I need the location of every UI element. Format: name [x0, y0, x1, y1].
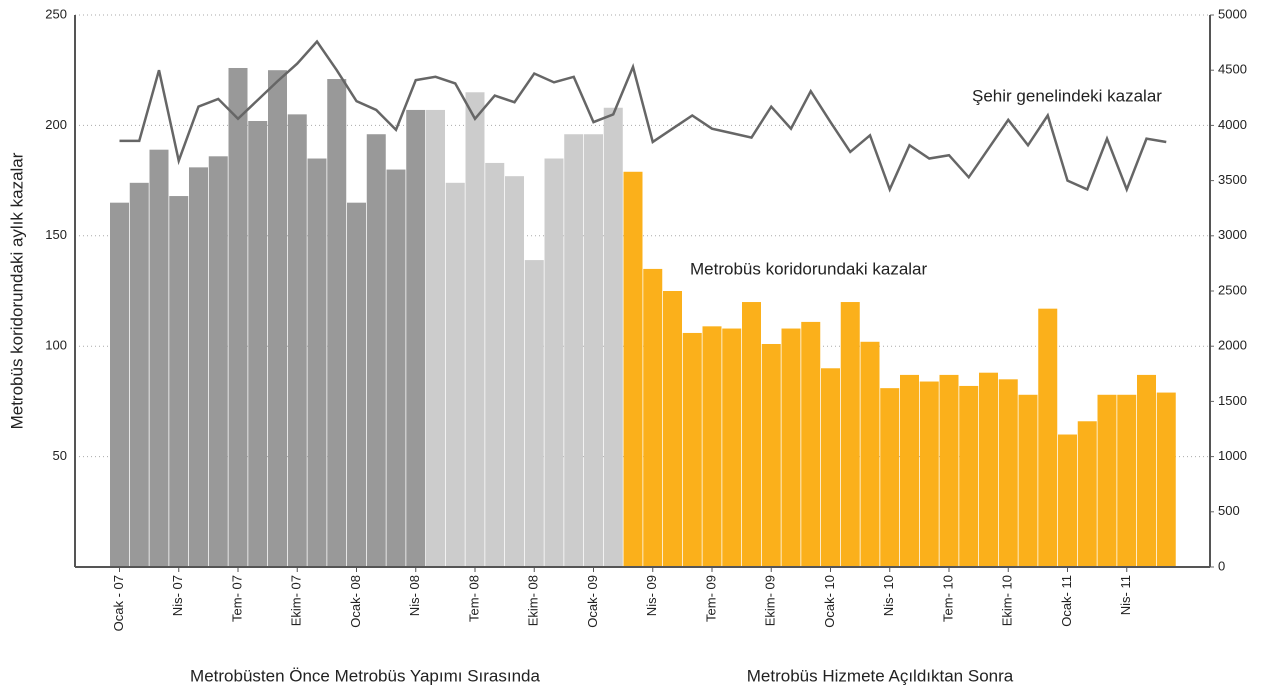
bar [110, 202, 129, 567]
bar [742, 302, 761, 567]
y-tick-label: 100 [45, 338, 67, 353]
x-tick-label: Nis- 10 [881, 575, 896, 616]
y2-tick-label: 3500 [1218, 172, 1247, 187]
bar [406, 109, 426, 567]
bar [248, 120, 268, 567]
bar [880, 388, 900, 567]
bar [643, 268, 663, 567]
bar [959, 385, 979, 567]
y-tick-label: 150 [45, 227, 67, 242]
bar [149, 149, 169, 568]
bar [1018, 394, 1038, 567]
y2-tick-label: 5000 [1218, 6, 1247, 21]
bar [702, 326, 722, 567]
bar [1058, 434, 1077, 567]
bar [426, 109, 445, 567]
bar [682, 332, 702, 567]
annotation: Şehir genelindeki kazalar [972, 86, 1162, 105]
y-tick-label: 50 [53, 448, 67, 463]
bar [603, 107, 623, 568]
y2-tick-label: 1000 [1218, 448, 1247, 463]
bar [129, 182, 149, 568]
bar [761, 343, 781, 567]
bar [979, 372, 998, 567]
x-tick-label: Ekim- 09 [763, 575, 778, 626]
bar [722, 328, 742, 567]
x-tick-label: Ekim- 07 [289, 575, 304, 626]
bar [307, 158, 327, 567]
bar [445, 182, 465, 568]
bar [1077, 421, 1097, 567]
x-tick-label: Ekim- 10 [1000, 575, 1015, 626]
y2-tick-label: 2500 [1218, 282, 1247, 297]
x-tick-label: Tem- 07 [229, 575, 244, 622]
annotation: Metrobüs koridorundaki kazalar [690, 259, 928, 278]
y-tick-label: 200 [45, 117, 67, 132]
bar [584, 134, 603, 567]
line [119, 39, 1167, 193]
bar [208, 156, 228, 567]
x-tick-label: Nis- 11 [1118, 575, 1133, 615]
bar [1156, 392, 1176, 567]
bar [781, 328, 801, 567]
bar [900, 374, 919, 567]
x-tick-label: Ocak- 10 [822, 575, 837, 628]
x-tick-label: Tem- 09 [703, 575, 718, 622]
bar [1097, 394, 1117, 567]
bar [505, 176, 524, 567]
bar [524, 260, 544, 567]
y-tick-label: 250 [45, 6, 67, 21]
x-tick-label: Ocak- 11 [1059, 575, 1074, 627]
bar [169, 196, 189, 567]
bar [485, 162, 505, 567]
y2-tick-label: 1500 [1218, 393, 1247, 408]
x-tick-label: Ocak- 08 [348, 575, 363, 628]
y2-tick-label: 500 [1218, 503, 1240, 518]
bar [1038, 308, 1058, 567]
y2-tick-label: 4000 [1218, 117, 1247, 132]
bar [939, 374, 959, 567]
section-label: Metrobüs Hizmete Açıldıktan Sonra [747, 666, 1014, 685]
bar [544, 158, 564, 567]
y2-tick-label: 2000 [1218, 338, 1247, 353]
bar [1117, 394, 1137, 567]
y2-tick-label: 4500 [1218, 62, 1247, 77]
bar [998, 379, 1018, 567]
x-tick-label: Nis- 07 [170, 575, 185, 616]
bar [623, 171, 643, 567]
x-tick-label: Nis- 09 [644, 575, 659, 616]
bar [860, 341, 880, 567]
section-label: Metrobüsten Önce Metrobüs Yapımı Sırasın… [190, 666, 540, 685]
x-tick-label: Ekim- 08 [526, 575, 541, 626]
bar [189, 167, 208, 568]
bar [1137, 374, 1156, 567]
bar [366, 134, 386, 567]
bar [821, 368, 840, 567]
bar [228, 67, 248, 567]
y2-tick-label: 0 [1218, 558, 1225, 573]
bar [268, 70, 287, 567]
x-tick-label: Nis- 08 [407, 575, 422, 616]
x-tick-label: Ocak- 09 [585, 575, 600, 628]
x-tick-label: Ocak - 07 [111, 575, 126, 631]
x-tick-label: Tem- 10 [940, 575, 955, 622]
y-axis-label: Metrobüs koridorundaki aylık kazalar [7, 152, 26, 429]
bar [386, 169, 406, 567]
x-tick-label: Tem- 08 [466, 575, 481, 622]
bar [564, 134, 584, 567]
bar [347, 202, 366, 567]
bar [465, 92, 485, 567]
bar [801, 321, 821, 567]
y2-tick-label: 3000 [1218, 227, 1247, 242]
bar [287, 114, 307, 568]
bar [663, 291, 682, 567]
bar [840, 302, 860, 567]
bar [327, 79, 347, 568]
bar [919, 381, 939, 567]
